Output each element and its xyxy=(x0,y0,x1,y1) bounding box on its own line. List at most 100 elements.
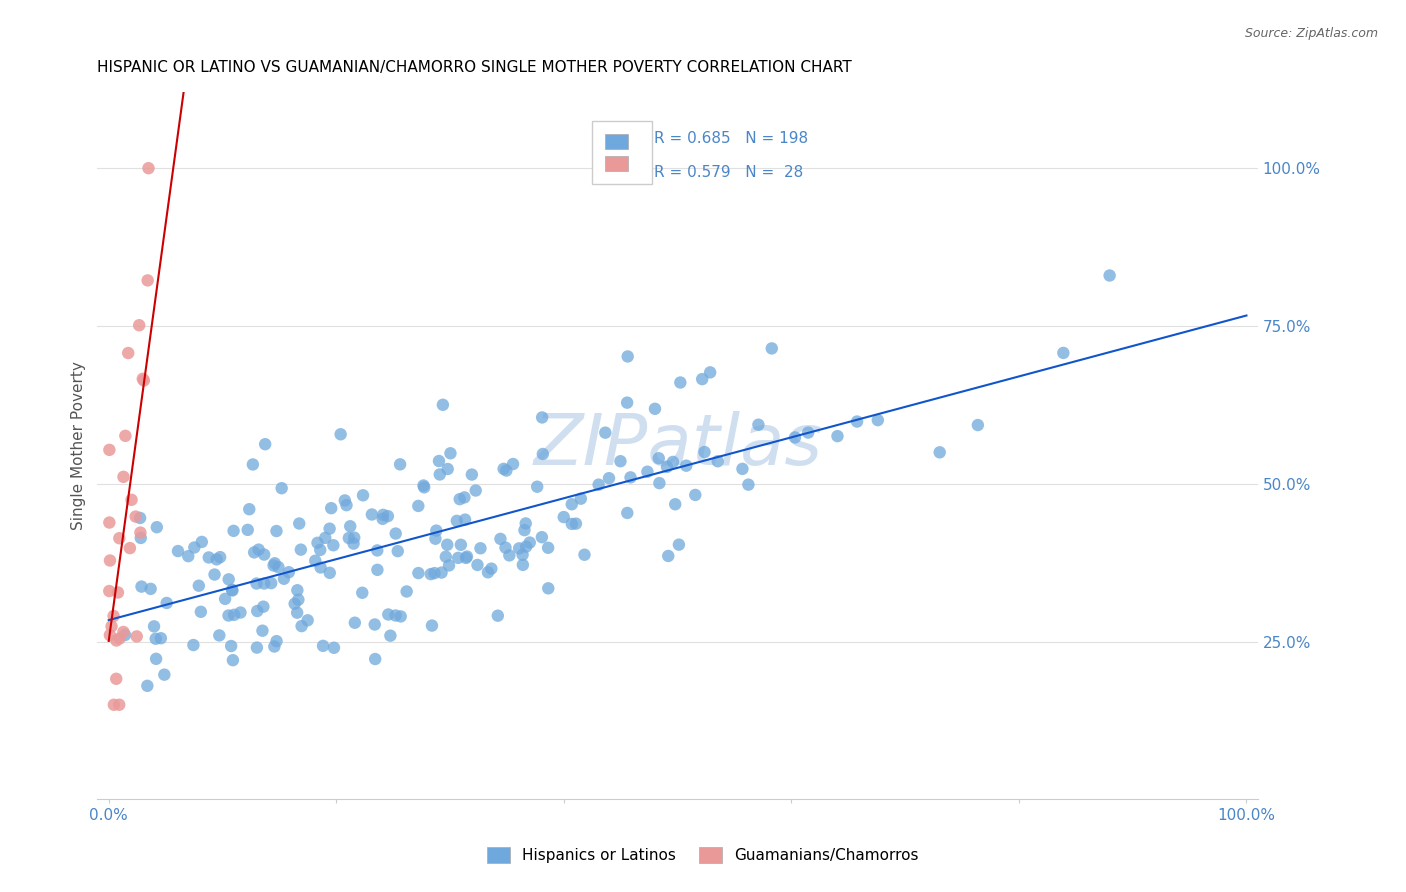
Point xyxy=(456,549,478,564)
Point xyxy=(253,548,276,562)
Point xyxy=(685,488,707,502)
Point xyxy=(273,572,295,586)
Text: R = 0.685   N = 198: R = 0.685 N = 198 xyxy=(654,131,808,146)
Point xyxy=(222,653,245,667)
Point xyxy=(1098,268,1121,283)
Point xyxy=(125,629,148,643)
Point xyxy=(668,538,690,552)
Point xyxy=(108,531,131,545)
Point xyxy=(489,532,512,546)
Point xyxy=(737,477,759,491)
Point xyxy=(253,576,276,591)
Point xyxy=(384,526,406,541)
Point xyxy=(565,516,588,531)
Point xyxy=(437,558,460,573)
Point xyxy=(648,451,671,466)
Point xyxy=(290,542,312,557)
Point xyxy=(183,638,205,652)
Point xyxy=(467,558,489,572)
Point xyxy=(221,583,243,598)
Point xyxy=(318,522,340,536)
Point xyxy=(183,541,205,555)
Point xyxy=(121,492,143,507)
Point xyxy=(136,273,159,287)
Point xyxy=(103,609,125,624)
Point xyxy=(588,477,610,491)
Point xyxy=(425,532,447,546)
Point xyxy=(512,548,534,562)
Legend: , : , xyxy=(592,121,652,184)
Point xyxy=(512,558,534,572)
Point xyxy=(783,430,806,444)
Point xyxy=(209,550,232,565)
Point xyxy=(609,454,631,468)
Point xyxy=(156,596,179,610)
Point xyxy=(339,519,361,533)
Point xyxy=(384,608,406,623)
Point xyxy=(412,478,434,492)
Point xyxy=(761,342,783,356)
Point xyxy=(495,541,517,555)
Point xyxy=(118,541,141,555)
Point xyxy=(669,376,692,390)
Point xyxy=(664,497,686,511)
Point xyxy=(129,525,152,540)
Point xyxy=(187,579,209,593)
Point xyxy=(284,597,307,611)
Point xyxy=(425,524,447,538)
Point xyxy=(285,583,308,598)
Point xyxy=(352,488,374,502)
Point xyxy=(413,480,436,494)
Point xyxy=(149,631,172,645)
Point xyxy=(136,679,159,693)
Point xyxy=(266,634,288,648)
Point xyxy=(479,561,502,575)
Point xyxy=(450,538,472,552)
Point xyxy=(364,617,387,632)
Point xyxy=(454,513,477,527)
Point xyxy=(360,508,382,522)
Point xyxy=(966,418,988,433)
Point xyxy=(675,458,697,473)
Point xyxy=(827,429,849,443)
Point xyxy=(429,467,451,482)
Point xyxy=(105,672,128,686)
Point xyxy=(648,476,671,491)
Point xyxy=(928,445,950,459)
Point xyxy=(247,542,270,557)
Point xyxy=(145,632,167,646)
Point xyxy=(114,628,136,642)
Point xyxy=(277,566,299,580)
Point xyxy=(343,531,366,545)
Point xyxy=(242,458,264,472)
Point xyxy=(537,582,560,596)
Point xyxy=(644,401,666,416)
Point xyxy=(238,502,260,516)
Point xyxy=(267,560,290,574)
Point xyxy=(191,535,214,549)
Point xyxy=(117,346,139,360)
Point xyxy=(218,608,240,623)
Point xyxy=(731,462,754,476)
Point xyxy=(531,447,554,461)
Point xyxy=(263,556,285,570)
Point xyxy=(846,415,869,429)
Point xyxy=(569,491,592,506)
Point xyxy=(616,506,638,520)
Point xyxy=(434,549,457,564)
Point xyxy=(377,509,399,524)
Point xyxy=(436,538,458,552)
Point xyxy=(408,499,430,513)
Point xyxy=(537,541,560,555)
Point xyxy=(477,566,499,580)
Point xyxy=(419,567,441,582)
Point xyxy=(98,584,121,599)
Point xyxy=(153,667,176,681)
Point xyxy=(561,516,583,531)
Point xyxy=(103,698,125,712)
Point xyxy=(366,563,388,577)
Point xyxy=(245,576,267,591)
Point xyxy=(108,632,131,646)
Point xyxy=(423,566,446,581)
Point xyxy=(131,580,153,594)
